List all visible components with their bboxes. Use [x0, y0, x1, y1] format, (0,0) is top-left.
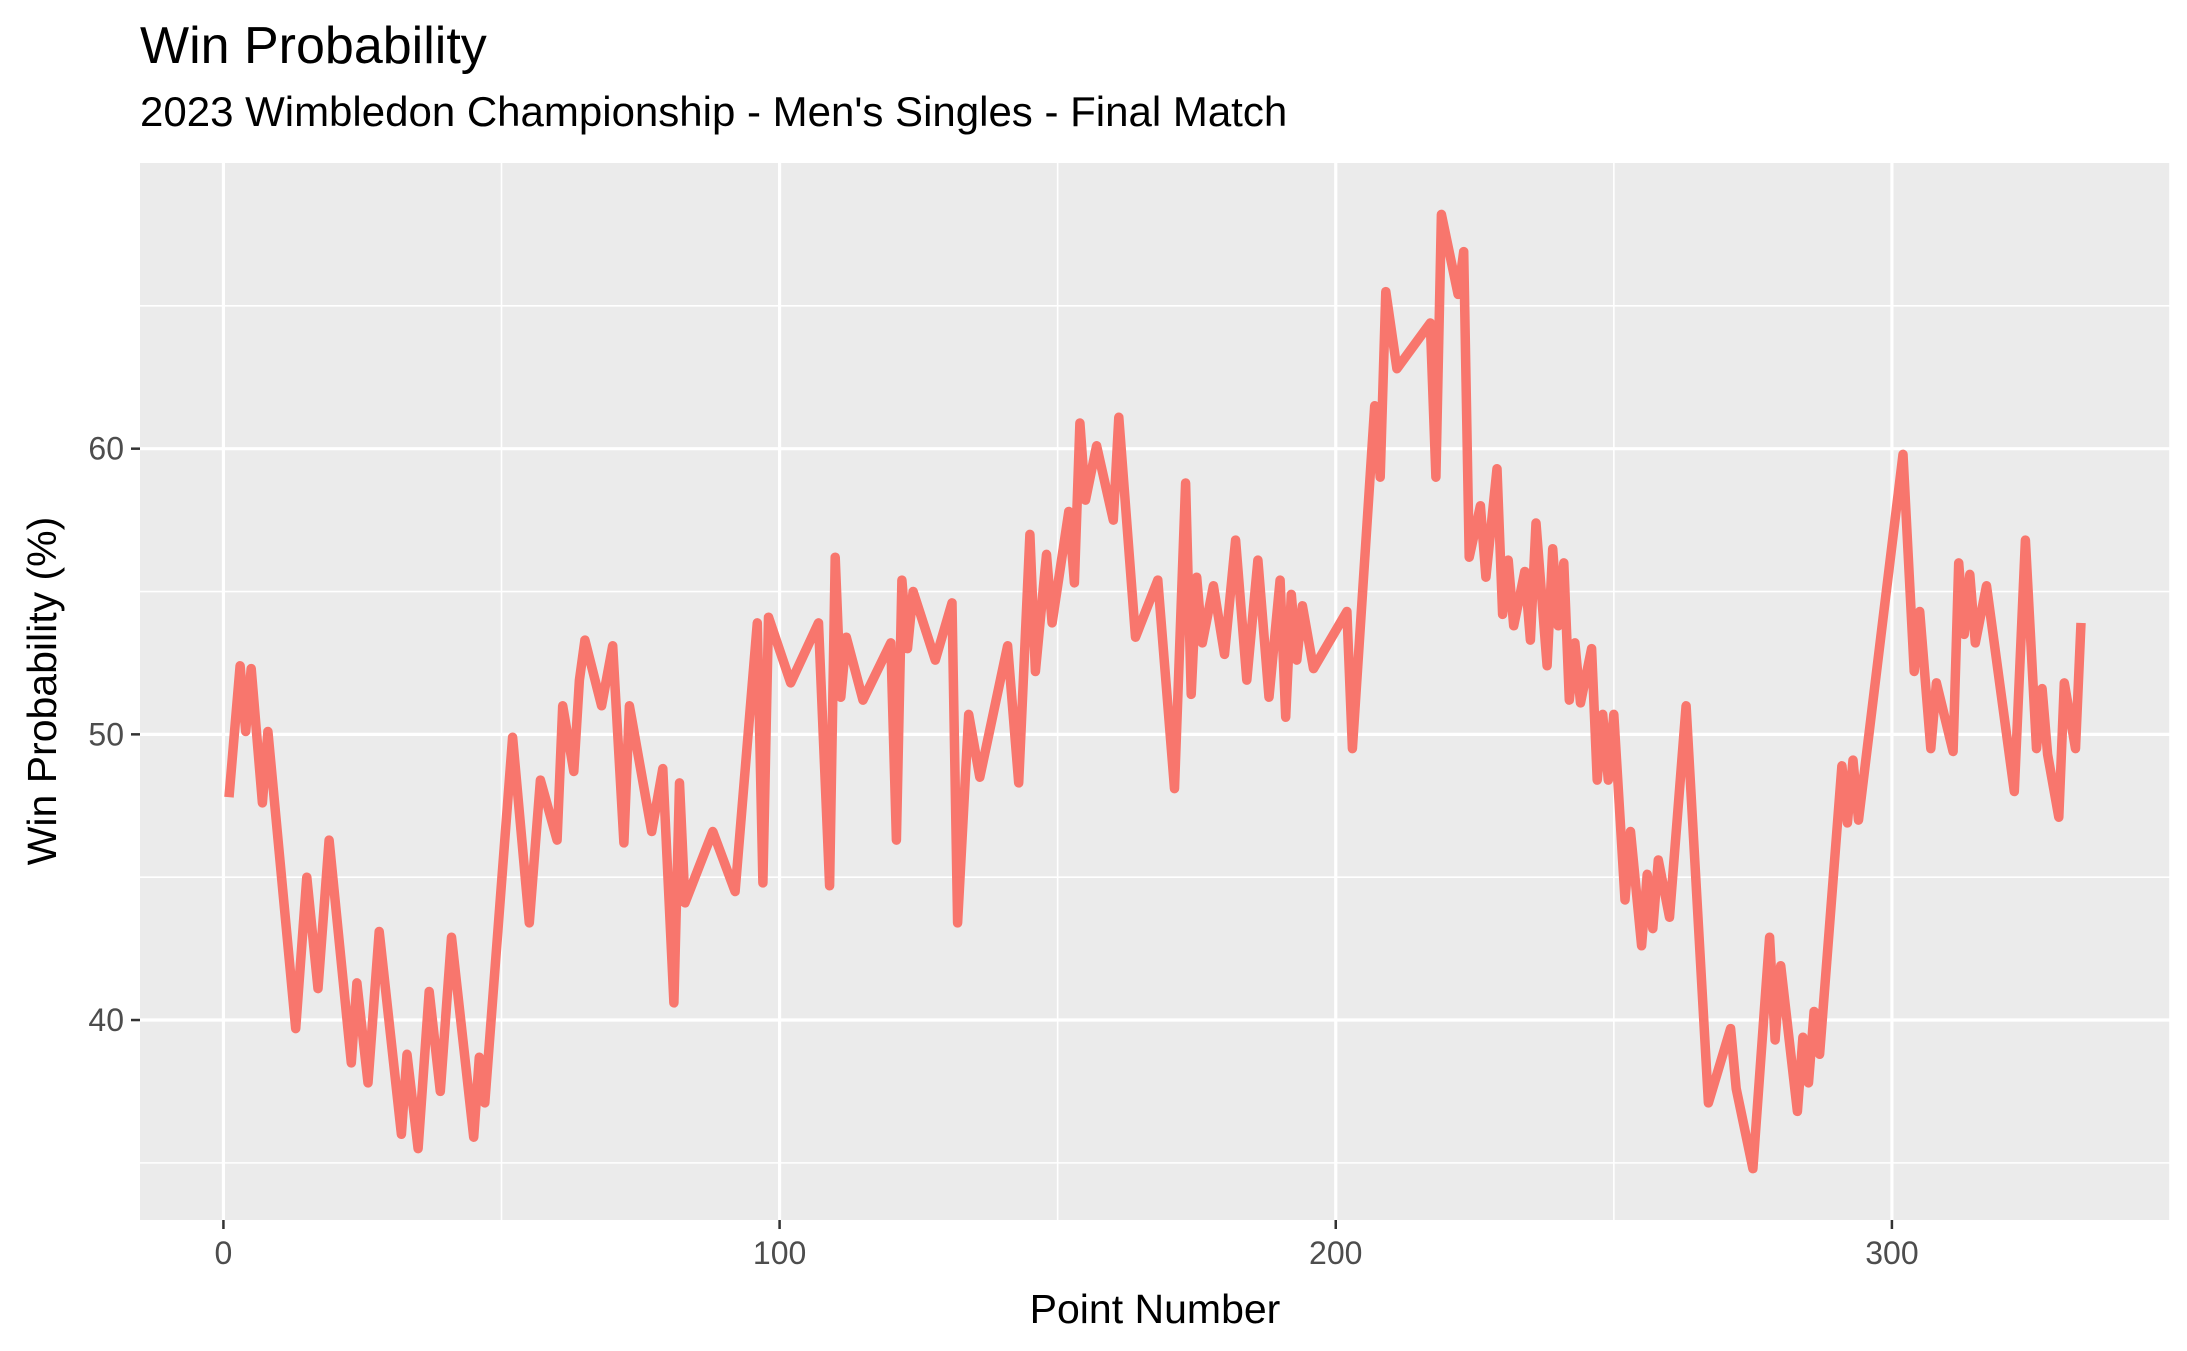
plot-panel: [140, 163, 2170, 1220]
chart-subtitle: 2023 Wimbledon Championship - Men's Sing…: [140, 88, 1288, 135]
x-axis-title: Point Number: [1030, 1286, 1281, 1332]
y-axis: 40 50 60: [88, 431, 140, 1038]
chart-title: Win Probability: [140, 17, 487, 75]
y-tick-label: 60: [88, 431, 124, 467]
x-axis: 0 100 200 300: [215, 1220, 1919, 1271]
major-gridlines: [140, 163, 2170, 1220]
y-axis-title: Win Probability (%): [19, 517, 65, 866]
y-tick-label: 40: [88, 1002, 124, 1038]
y-tick-label: 50: [88, 716, 124, 752]
win-probability-line: [224, 209, 2086, 1174]
x-tick-label: 200: [1309, 1235, 1362, 1271]
x-tick-label: 100: [753, 1235, 806, 1271]
x-tick-label: 300: [1865, 1235, 1918, 1271]
x-tick-label: 0: [215, 1235, 233, 1271]
